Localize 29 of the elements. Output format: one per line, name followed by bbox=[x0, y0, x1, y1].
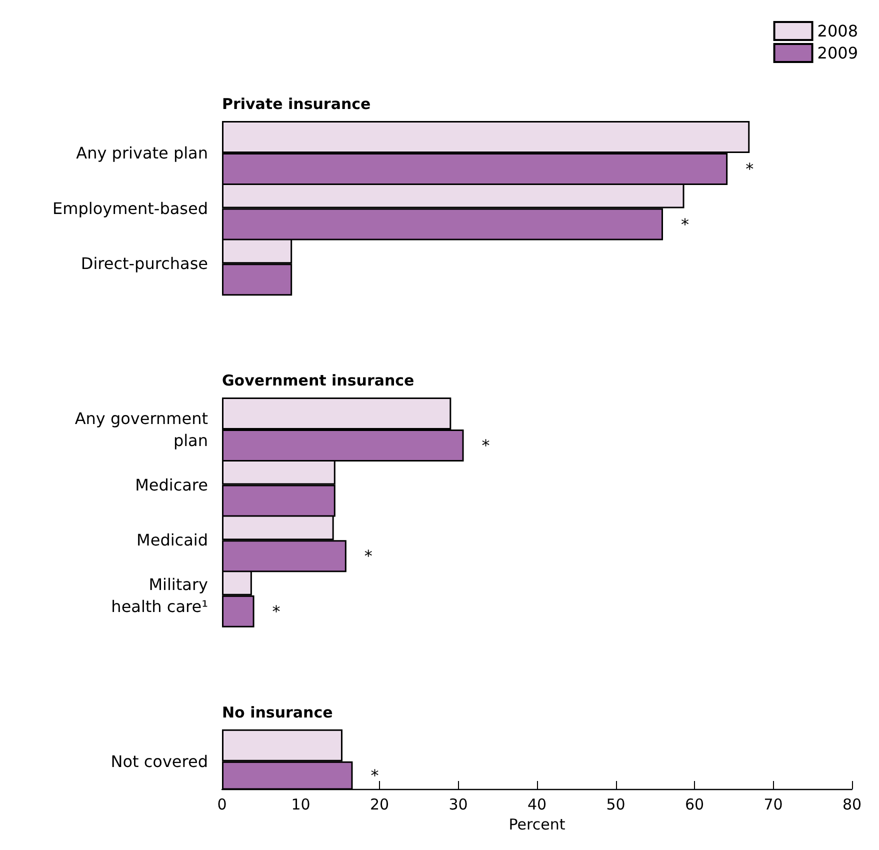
x-tick-label: 20 bbox=[370, 796, 390, 814]
y-tick-label: Government insurance bbox=[222, 372, 414, 390]
data-label: * bbox=[370, 766, 379, 786]
y-tick-label: Private insurance bbox=[222, 95, 371, 114]
x-tick-label: 80 bbox=[842, 796, 862, 814]
data-label: * bbox=[272, 602, 280, 621]
y-tick-label: Any government plan bbox=[74, 409, 208, 450]
x-axis-title: Percent bbox=[508, 815, 566, 834]
legend-label: 2008 bbox=[817, 22, 858, 40]
x-tick-label: 50 bbox=[606, 796, 626, 814]
y-tick-label: Not covered bbox=[110, 752, 208, 771]
x-tick-label: 10 bbox=[291, 796, 310, 814]
y-tick-label: Medicare bbox=[135, 475, 208, 494]
x-tick-label: 30 bbox=[448, 796, 468, 814]
x-tick-label: 70 bbox=[764, 796, 783, 814]
x-tick-label: 0 bbox=[217, 796, 227, 814]
data-label: * bbox=[681, 214, 689, 234]
x-tick-label: 60 bbox=[684, 796, 704, 814]
data-label: * bbox=[364, 546, 372, 566]
y-tick-label: Medicaid bbox=[136, 530, 208, 550]
legend-label: 2009 bbox=[817, 44, 858, 62]
y-tick-label: Direct-purchase bbox=[80, 254, 208, 274]
x-tick-label: 40 bbox=[527, 796, 547, 814]
data-label: * bbox=[746, 159, 754, 178]
y-tick-label: Military health care¹ bbox=[111, 574, 208, 616]
y-tick-label: Employment-based bbox=[52, 198, 208, 218]
y-tick-label: No insurance bbox=[222, 704, 333, 722]
y-tick-label: Any private plan bbox=[76, 143, 208, 162]
data-label: * bbox=[482, 436, 490, 455]
